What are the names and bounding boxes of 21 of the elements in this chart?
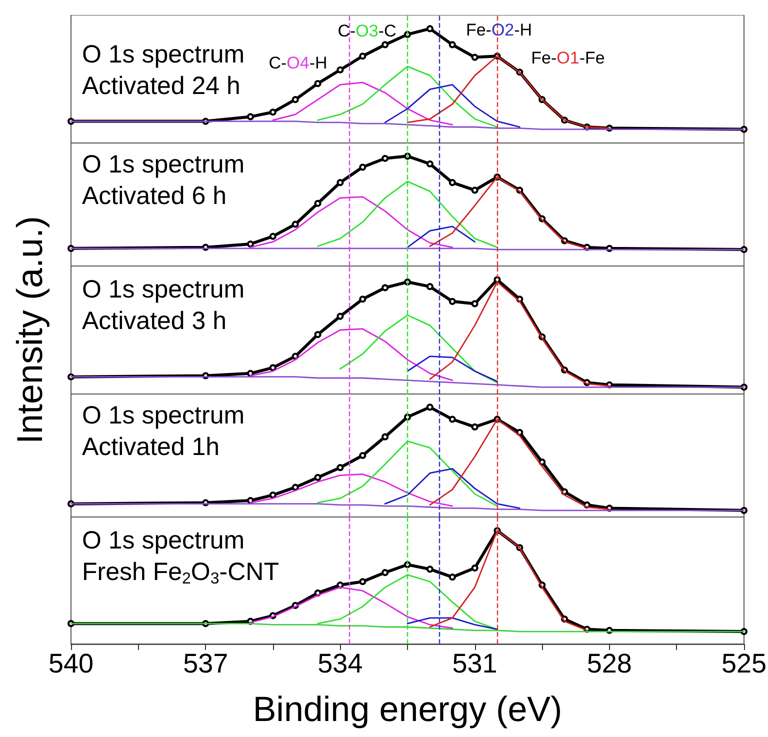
x-tick-label: 528 [586,648,632,678]
chart-title: O 1s spectrum [82,402,245,430]
text: O 1s spectrum [82,40,245,68]
annotation: C-O4-H [268,54,328,72]
annotation: Fe-O2-H [466,20,532,40]
x-tick-label: 525 [721,648,767,678]
x-axis-title: Binding energy (eV) [252,690,562,729]
text: Activated 3 h [82,307,227,335]
text: Activated 6 h [82,182,227,210]
text: Activated 1h [82,433,220,461]
x-tick-label: 537 [183,648,228,678]
x-tick-label: 531 [452,648,498,678]
chart-title: O 1s spectrum [82,526,245,554]
annotation: Fe-O1-Fe [531,48,605,68]
text: Activated 24 h [82,72,240,100]
chart-title: O 1s spectrum [82,150,245,178]
x-tick-label: 534 [318,648,363,678]
chart-title: O 1s spectrum [82,276,245,304]
x-tick-label: 540 [48,648,94,678]
y-axis-title: Intensity (a.u.) [9,216,51,444]
annotation: C-O3-C [338,22,396,40]
